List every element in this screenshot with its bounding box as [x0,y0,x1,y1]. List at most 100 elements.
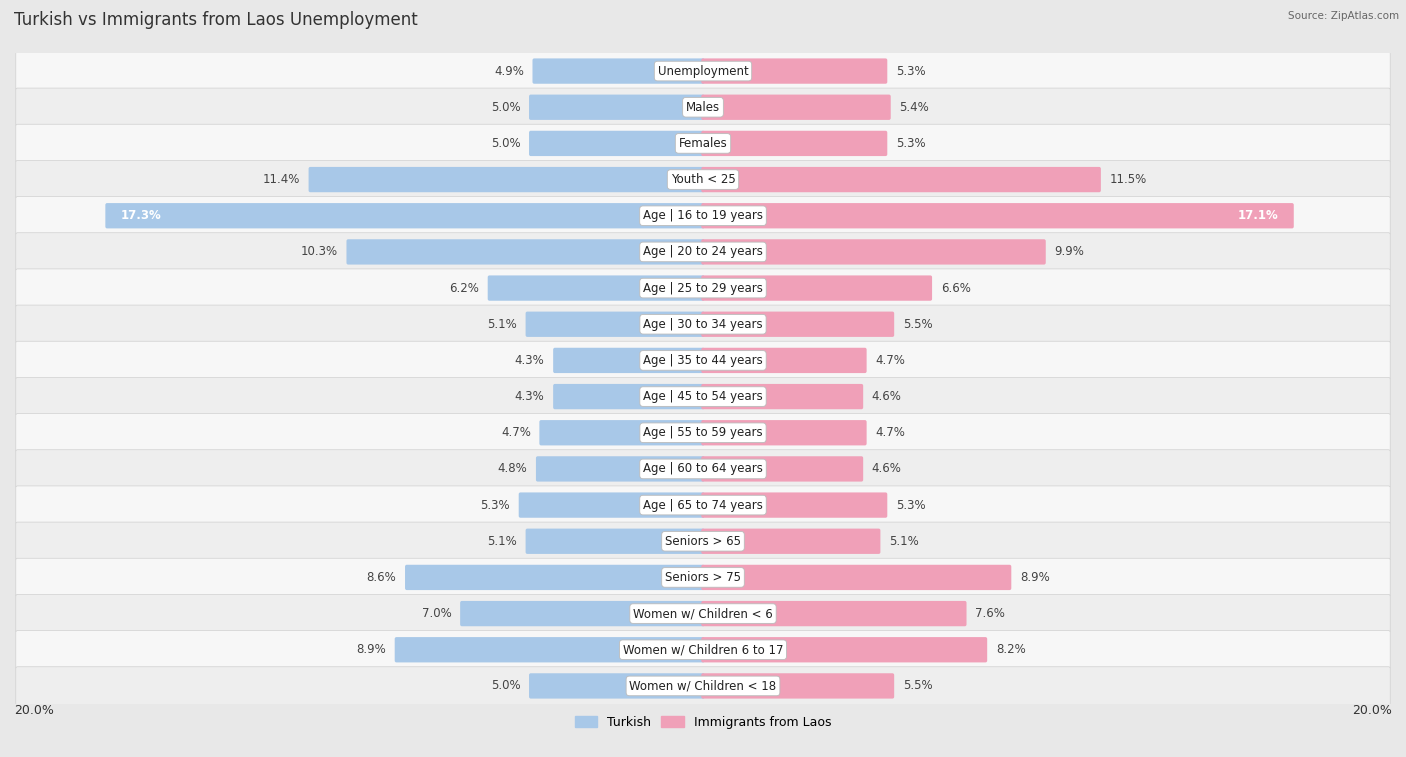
Text: Age | 45 to 54 years: Age | 45 to 54 years [643,390,763,403]
FancyBboxPatch shape [540,420,704,445]
Text: 5.3%: 5.3% [481,499,510,512]
Text: 5.1%: 5.1% [488,534,517,548]
Text: 6.2%: 6.2% [450,282,479,294]
Text: Age | 60 to 64 years: Age | 60 to 64 years [643,463,763,475]
FancyBboxPatch shape [702,239,1046,265]
FancyBboxPatch shape [702,131,887,156]
FancyBboxPatch shape [15,197,1391,235]
Text: 5.3%: 5.3% [896,137,925,150]
Text: Seniors > 65: Seniors > 65 [665,534,741,548]
Text: Age | 35 to 44 years: Age | 35 to 44 years [643,354,763,367]
Text: Age | 25 to 29 years: Age | 25 to 29 years [643,282,763,294]
FancyBboxPatch shape [702,493,887,518]
Text: Females: Females [679,137,727,150]
Text: Age | 16 to 19 years: Age | 16 to 19 years [643,209,763,223]
Text: Males: Males [686,101,720,114]
Text: 5.3%: 5.3% [896,64,925,77]
FancyBboxPatch shape [308,167,704,192]
FancyBboxPatch shape [15,160,1391,199]
FancyBboxPatch shape [553,384,704,410]
Text: Age | 30 to 34 years: Age | 30 to 34 years [643,318,763,331]
Text: Age | 20 to 24 years: Age | 20 to 24 years [643,245,763,258]
Text: 8.9%: 8.9% [356,643,387,656]
FancyBboxPatch shape [15,522,1391,560]
Text: 20.0%: 20.0% [1353,704,1392,717]
FancyBboxPatch shape [15,594,1391,633]
Text: Turkish vs Immigrants from Laos Unemployment: Turkish vs Immigrants from Laos Unemploy… [14,11,418,30]
FancyBboxPatch shape [526,312,704,337]
Text: 4.3%: 4.3% [515,390,544,403]
Text: 4.6%: 4.6% [872,390,901,403]
FancyBboxPatch shape [702,276,932,301]
FancyBboxPatch shape [702,456,863,481]
FancyBboxPatch shape [15,341,1391,379]
Text: 8.2%: 8.2% [995,643,1025,656]
Text: 20.0%: 20.0% [14,704,53,717]
Text: 4.3%: 4.3% [515,354,544,367]
Text: Source: ZipAtlas.com: Source: ZipAtlas.com [1288,11,1399,21]
FancyBboxPatch shape [15,124,1391,163]
Text: 17.1%: 17.1% [1237,209,1278,223]
Text: 11.4%: 11.4% [263,173,299,186]
Text: 9.9%: 9.9% [1054,245,1084,258]
FancyBboxPatch shape [15,450,1391,488]
FancyBboxPatch shape [346,239,704,265]
FancyBboxPatch shape [15,631,1391,669]
Text: 10.3%: 10.3% [301,245,337,258]
FancyBboxPatch shape [526,528,704,554]
Text: 5.5%: 5.5% [903,680,932,693]
FancyBboxPatch shape [529,673,704,699]
Text: 5.1%: 5.1% [488,318,517,331]
Text: Unemployment: Unemployment [658,64,748,77]
FancyBboxPatch shape [529,95,704,120]
FancyBboxPatch shape [15,667,1391,705]
Text: 6.6%: 6.6% [941,282,970,294]
Text: 5.0%: 5.0% [491,680,520,693]
FancyBboxPatch shape [702,167,1101,192]
FancyBboxPatch shape [702,673,894,699]
FancyBboxPatch shape [702,637,987,662]
Text: 8.6%: 8.6% [367,571,396,584]
Text: Age | 65 to 74 years: Age | 65 to 74 years [643,499,763,512]
Text: Women w/ Children < 6: Women w/ Children < 6 [633,607,773,620]
FancyBboxPatch shape [15,232,1391,271]
Text: 5.4%: 5.4% [900,101,929,114]
FancyBboxPatch shape [15,88,1391,126]
Text: 5.5%: 5.5% [903,318,932,331]
FancyBboxPatch shape [15,558,1391,597]
FancyBboxPatch shape [15,269,1391,307]
FancyBboxPatch shape [702,58,887,84]
Text: 7.0%: 7.0% [422,607,451,620]
FancyBboxPatch shape [15,305,1391,344]
Text: 5.0%: 5.0% [491,137,520,150]
FancyBboxPatch shape [15,52,1391,90]
FancyBboxPatch shape [702,95,891,120]
Text: 5.0%: 5.0% [491,101,520,114]
FancyBboxPatch shape [702,312,894,337]
FancyBboxPatch shape [488,276,704,301]
FancyBboxPatch shape [702,347,866,373]
FancyBboxPatch shape [529,131,704,156]
FancyBboxPatch shape [405,565,704,590]
FancyBboxPatch shape [702,528,880,554]
FancyBboxPatch shape [553,347,704,373]
FancyBboxPatch shape [519,493,704,518]
Text: 4.7%: 4.7% [875,354,905,367]
FancyBboxPatch shape [105,203,704,229]
Text: 7.6%: 7.6% [976,607,1005,620]
Text: 4.7%: 4.7% [875,426,905,439]
Text: Women w/ Children 6 to 17: Women w/ Children 6 to 17 [623,643,783,656]
Text: 4.6%: 4.6% [872,463,901,475]
Text: 5.1%: 5.1% [889,534,918,548]
FancyBboxPatch shape [702,420,866,445]
Text: 4.7%: 4.7% [501,426,531,439]
Text: 4.9%: 4.9% [494,64,524,77]
Text: 5.3%: 5.3% [896,499,925,512]
Legend: Turkish, Immigrants from Laos: Turkish, Immigrants from Laos [569,711,837,734]
Text: Women w/ Children < 18: Women w/ Children < 18 [630,680,776,693]
FancyBboxPatch shape [702,601,966,626]
FancyBboxPatch shape [15,378,1391,416]
Text: 17.3%: 17.3% [121,209,162,223]
Text: Youth < 25: Youth < 25 [671,173,735,186]
FancyBboxPatch shape [533,58,704,84]
